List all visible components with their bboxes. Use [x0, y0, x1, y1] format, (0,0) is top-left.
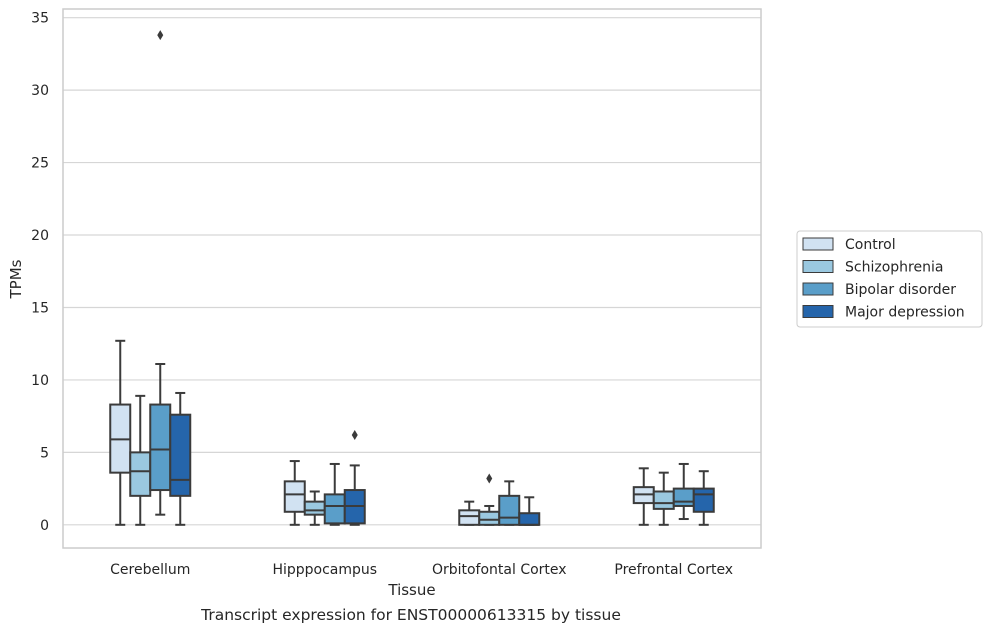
legend-swatch — [802, 260, 834, 273]
legend-label: Schizophrenia — [845, 260, 943, 276]
figure-caption: Transcript expression for ENST0000061331… — [201, 606, 621, 624]
x-tick-label: Prefrontal Cortex — [614, 562, 733, 578]
box — [692, 487, 715, 513]
legend-frame — [796, 230, 983, 328]
box-group — [672, 462, 695, 521]
legend-label: Control — [845, 237, 896, 253]
box-group — [169, 391, 192, 526]
outlier-point — [157, 30, 164, 41]
y-tick-label: 0 — [40, 518, 49, 534]
x-tick-label: Hipppocampus — [272, 562, 377, 578]
legend-swatch — [802, 305, 834, 318]
box-group — [478, 473, 501, 526]
box — [672, 487, 695, 507]
outlier-point — [351, 429, 358, 440]
box-group — [109, 339, 132, 526]
y-tick-label: 30 — [31, 83, 49, 99]
box-group — [652, 471, 675, 526]
x-tick-label: Cerebellum — [110, 562, 190, 578]
legend-label: Major depression — [845, 305, 965, 321]
box — [283, 480, 306, 513]
y-tick-label: 15 — [31, 300, 49, 316]
legend-swatch — [802, 237, 834, 251]
box — [323, 493, 346, 525]
x-tick-label: Orbitofontal Cortex — [432, 562, 567, 578]
box-group — [303, 490, 326, 526]
box-group — [518, 496, 541, 526]
y-axis-ticks: 0 5 10 15 20 25 30 35 — [31, 11, 49, 534]
box-group — [283, 460, 306, 526]
y-tick-label: 10 — [31, 373, 49, 389]
box — [129, 451, 152, 497]
y-axis-label: TPMs — [7, 259, 25, 299]
box — [303, 500, 326, 516]
box — [478, 510, 501, 526]
box-group — [692, 470, 715, 526]
box — [652, 490, 675, 510]
y-tick-label: 35 — [31, 11, 49, 27]
box-group — [632, 467, 655, 526]
plot-area-frame — [62, 8, 762, 549]
x-axis-ticks: Cerebellum Hipppocampus Orbitofontal Corte… — [110, 562, 733, 578]
box — [169, 413, 192, 497]
y-tick-label: 5 — [40, 445, 49, 461]
box-group — [458, 500, 481, 526]
box-series — [109, 30, 715, 526]
y-tick-label: 20 — [31, 228, 49, 244]
box — [518, 512, 541, 526]
legend-swatch — [802, 282, 834, 296]
legend: Control Schizophrenia Bipolar disorder Majo… — [796, 230, 983, 328]
box — [458, 509, 481, 526]
y-tick-label: 25 — [31, 156, 49, 172]
box-group — [343, 429, 366, 526]
legend-label: Bipolar disorder — [845, 282, 956, 298]
outlier-point — [486, 473, 493, 484]
box-group — [129, 394, 152, 526]
box-group — [498, 480, 521, 526]
x-axis-label: Tissue — [387, 581, 435, 599]
box-group — [149, 30, 172, 516]
box — [498, 494, 521, 526]
box — [149, 403, 172, 492]
box-group — [323, 462, 346, 526]
